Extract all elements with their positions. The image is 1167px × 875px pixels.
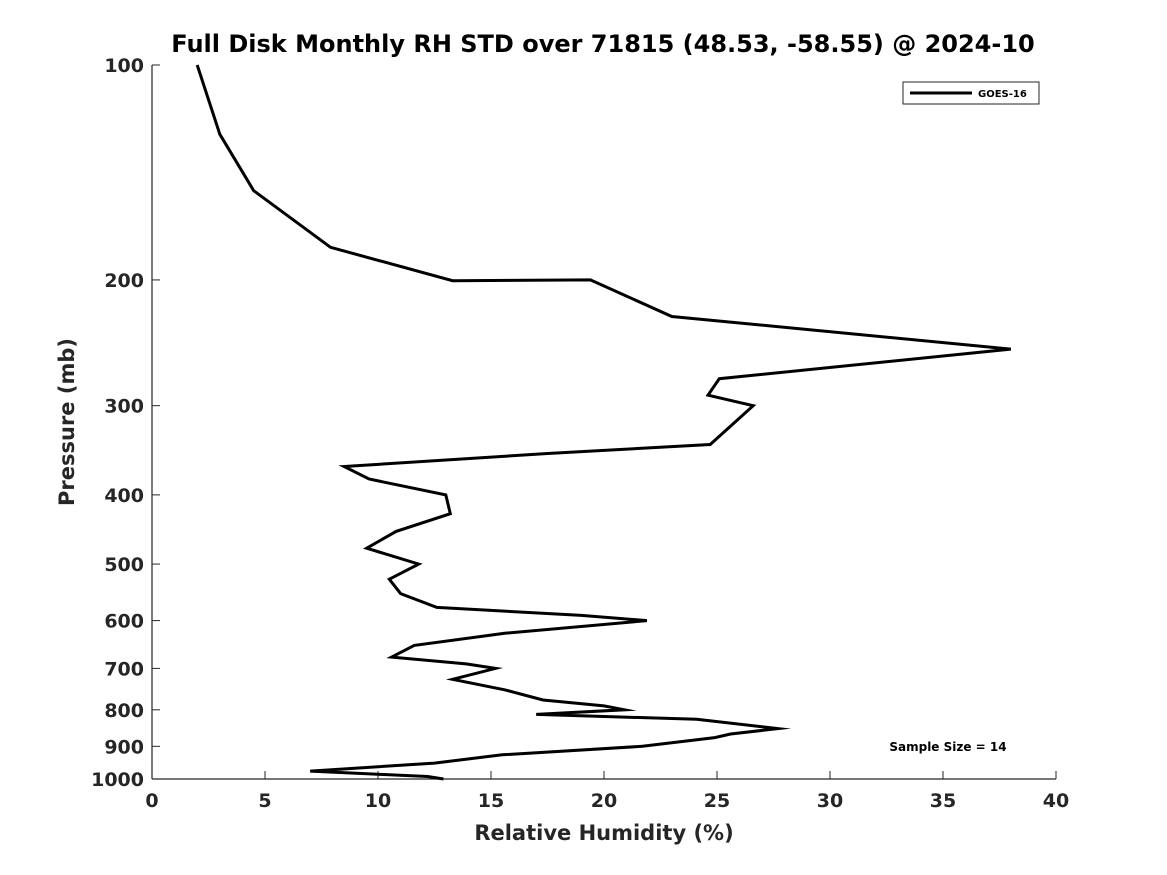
- series-layer: [195, 64, 1011, 781]
- y-axis-ticks: 100 200 300 400 500 600 700 800 900 1000: [91, 55, 160, 791]
- legend-entry-goes-16: GOES-16: [978, 89, 1027, 100]
- y-tick-label: 100: [104, 55, 144, 77]
- x-tick-label: 25: [704, 790, 730, 812]
- x-tick-label: 35: [930, 790, 956, 812]
- x-tick-label: 20: [591, 790, 617, 812]
- y-tick-label: 800: [104, 700, 144, 722]
- y-axis-label: Pressure (mb): [55, 338, 79, 506]
- y-tick-label: 600: [104, 611, 144, 633]
- y-tick-label: 300: [104, 396, 144, 418]
- x-tick-label: 30: [817, 790, 843, 812]
- legend: GOES-16: [902, 81, 1040, 105]
- y-tick-label: 400: [104, 485, 144, 507]
- x-tick-label: 40: [1043, 790, 1069, 812]
- y-tick-label: 700: [104, 658, 144, 680]
- chart-title: Full Disk Monthly RH STD over 71815 (48.…: [171, 30, 1034, 58]
- x-tick-label: 5: [258, 790, 271, 812]
- x-tick-label: 15: [478, 790, 504, 812]
- x-axis-label: Relative Humidity (%): [474, 821, 733, 845]
- y-tick-label: 500: [104, 554, 144, 576]
- x-axis-ticks: 0 5 10 15 20 25 30 35 40: [145, 771, 1069, 812]
- sample-size-annotation: Sample Size = 14: [889, 740, 1006, 754]
- x-tick-label: 10: [365, 790, 391, 812]
- y-tick-label: 1000: [91, 769, 144, 791]
- x-tick-label: 0: [145, 790, 158, 812]
- series-line-goes-16: [195, 64, 1011, 781]
- y-tick-label: 900: [104, 736, 144, 758]
- y-tick-label: 200: [104, 270, 144, 292]
- plot-area: [152, 65, 1056, 779]
